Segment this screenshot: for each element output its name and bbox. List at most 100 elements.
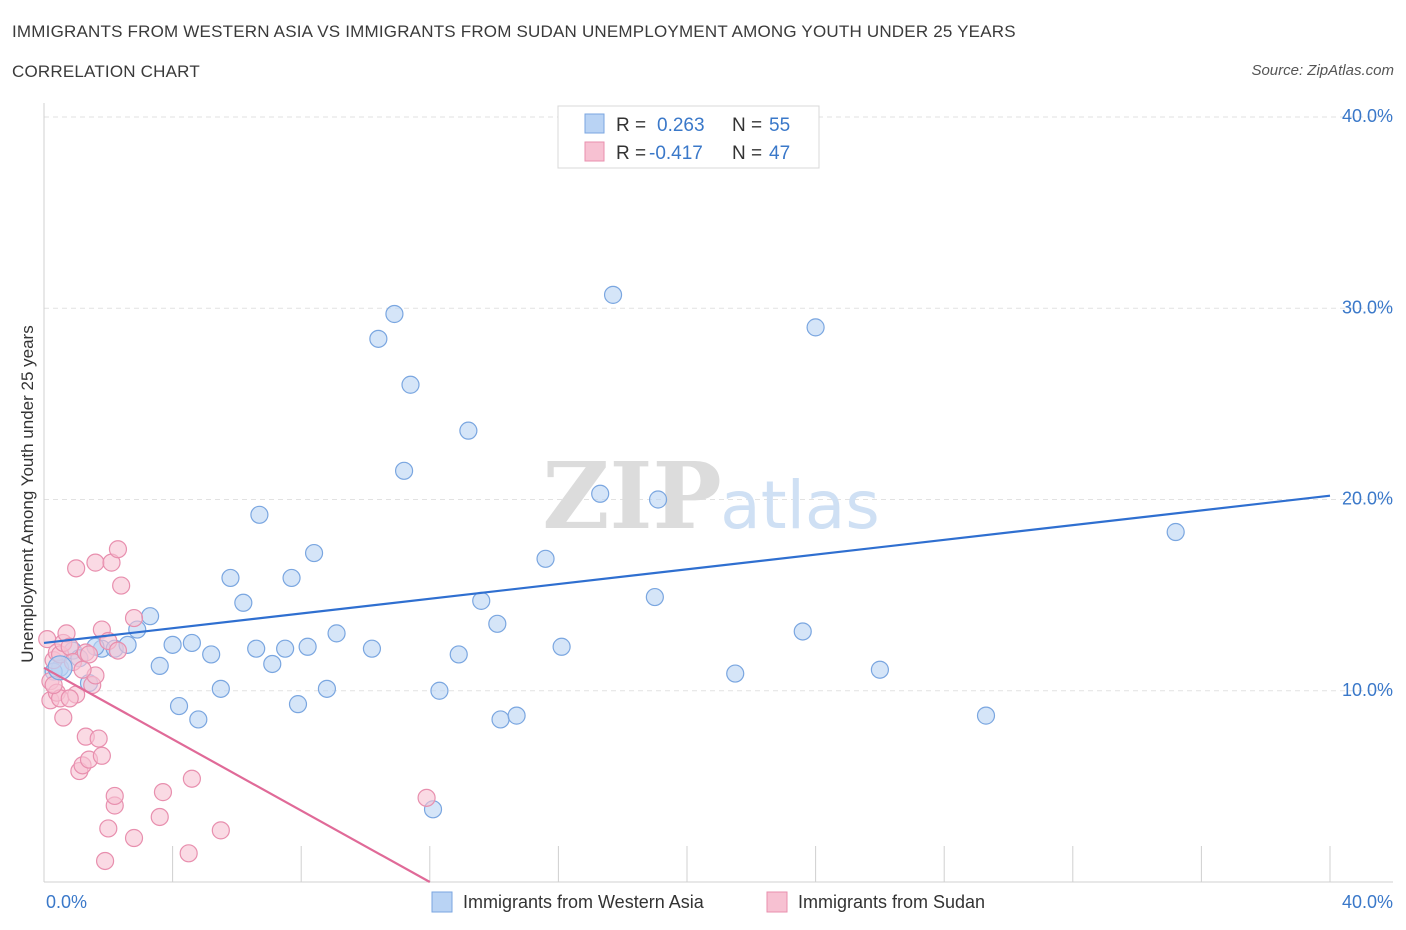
point-western-asia	[459, 421, 478, 440]
point-sudan	[179, 844, 198, 863]
point-sudan	[86, 553, 105, 572]
point-sudan	[417, 788, 436, 807]
point-western-asia	[221, 568, 240, 588]
x-tick-label: 40.0%	[1342, 892, 1393, 912]
point-western-asia	[263, 654, 282, 674]
point-sudan	[153, 783, 173, 802]
stats-legend: R = 0.263 N = 55 R = -0.417 N = 47	[557, 105, 820, 169]
bottom-legend-label-sudan: Immigrants from Sudan	[798, 892, 985, 912]
legend-n-value-1: 55	[769, 115, 790, 136]
y-axis-title: Unemployment Among Youth under 25 years	[18, 325, 37, 662]
point-sudan	[108, 540, 128, 559]
legend-r-label-1: R =	[616, 115, 646, 136]
point-sudan	[124, 828, 144, 848]
point-western-asia	[163, 635, 182, 654]
point-western-asia	[806, 318, 825, 337]
point-western-asia	[317, 679, 337, 698]
legend-r-value-1: 0.263	[657, 115, 705, 136]
legend-r-label-2: R =	[616, 143, 646, 164]
y-tick-label: 30.0%	[1342, 297, 1393, 317]
point-sudan	[182, 769, 201, 788]
y-tick-label: 10.0%	[1342, 680, 1393, 700]
point-western-asia	[472, 591, 491, 610]
point-western-asia	[449, 645, 468, 664]
point-sudan	[112, 576, 131, 595]
x-tick-label: 0.0%	[46, 892, 87, 912]
point-western-asia	[385, 304, 404, 324]
point-western-asia	[645, 587, 664, 607]
y-tick-label: 40.0%	[1342, 106, 1393, 126]
point-sudan	[211, 821, 230, 840]
watermark-atlas: atlas	[720, 467, 880, 544]
trendline-western-asia	[43, 494, 1331, 645]
legend-n-label-2: N =	[732, 143, 762, 164]
point-sudan	[105, 786, 124, 806]
point-western-asia	[870, 660, 890, 679]
point-sudan	[92, 746, 111, 765]
point-sudan	[60, 689, 79, 708]
y-tick-label: 20.0%	[1342, 489, 1393, 509]
bottom-legend-label-western-asia: Immigrants from Western Asia	[463, 892, 705, 912]
point-sudan	[99, 819, 118, 838]
point-western-asia	[250, 505, 269, 524]
point-western-asia	[169, 696, 189, 716]
point-western-asia	[234, 593, 253, 612]
point-western-asia	[369, 329, 388, 348]
axes	[43, 103, 1393, 883]
legend-swatch-western-asia	[584, 113, 605, 134]
data-points	[38, 285, 1185, 871]
point-western-asia	[793, 622, 812, 641]
point-sudan	[67, 559, 86, 578]
bottom-legend-swatch-western-asia	[431, 891, 453, 913]
point-western-asia	[140, 607, 160, 626]
point-western-asia	[189, 710, 208, 729]
point-western-asia	[591, 484, 610, 503]
point-western-asia	[491, 710, 510, 729]
point-western-asia	[282, 568, 301, 588]
point-western-asia	[507, 706, 526, 725]
point-sudan	[79, 645, 99, 664]
legend-n-label-1: N =	[732, 115, 762, 136]
point-western-asia	[247, 639, 266, 658]
point-western-asia	[182, 633, 201, 653]
point-western-asia	[276, 639, 295, 658]
point-western-asia	[202, 645, 221, 664]
point-sudan	[54, 708, 73, 727]
point-western-asia	[362, 639, 382, 658]
point-sudan	[150, 807, 169, 827]
point-sudan	[124, 608, 144, 628]
chart-subtitle: CORRELATION CHART	[12, 62, 200, 81]
point-sudan	[89, 729, 108, 748]
point-western-asia	[298, 637, 317, 656]
point-western-asia	[603, 285, 623, 304]
chart-title: IMMIGRANTS FROM WESTERN ASIA VS IMMIGRAN…	[12, 22, 1016, 41]
point-western-asia	[536, 549, 555, 568]
point-western-asia	[150, 656, 169, 675]
watermark-zip: ZIP	[542, 442, 721, 550]
point-sudan	[73, 660, 92, 679]
point-western-asia	[394, 461, 414, 480]
point-western-asia	[211, 679, 230, 698]
bottom-legend-swatch-sudan	[766, 891, 788, 913]
point-western-asia	[430, 681, 449, 700]
point-western-asia	[1166, 522, 1185, 542]
point-western-asia	[726, 664, 745, 683]
x-tick-labels: 0.0% 40.0%	[46, 892, 1393, 912]
point-western-asia	[552, 637, 571, 656]
watermark: ZIP atlas	[542, 442, 879, 550]
y-tick-labels: 10.0% 20.0% 30.0% 40.0%	[1342, 106, 1393, 700]
trendlines	[43, 494, 1331, 883]
series-legend: Immigrants from Western Asia Immigrants …	[431, 891, 985, 913]
point-western-asia	[976, 706, 996, 725]
point-western-asia	[288, 695, 308, 714]
point-sudan	[95, 851, 115, 871]
point-sudan	[108, 641, 128, 660]
legend-swatch-sudan	[584, 141, 605, 162]
point-western-asia	[327, 624, 346, 643]
point-western-asia	[401, 375, 420, 394]
legend-n-value-2: 47	[769, 143, 790, 164]
trendline-sudan	[43, 666, 431, 883]
legend-r-value-2: -0.417	[649, 143, 703, 164]
point-western-asia	[304, 543, 324, 563]
